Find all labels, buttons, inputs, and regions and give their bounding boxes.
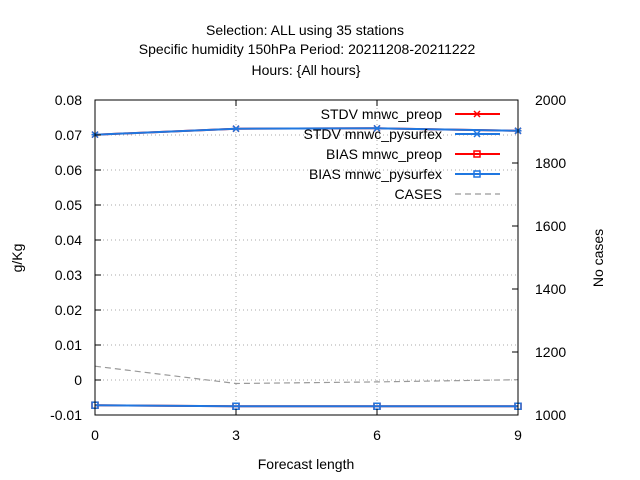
series bbox=[94, 365, 519, 385]
data-point-x-marker bbox=[473, 130, 481, 138]
y2-tick-label: 2000 bbox=[535, 92, 566, 108]
y-tick-label: 0 bbox=[74, 372, 82, 388]
title-line-3: Hours: {All hours} bbox=[252, 62, 361, 78]
y-axis-label: g/Kg bbox=[9, 244, 25, 273]
legend-entry: CASES bbox=[395, 186, 500, 202]
plot-series bbox=[91, 124, 522, 410]
y-tick-label: 0.07 bbox=[55, 127, 82, 143]
y-tick-label: 0.04 bbox=[55, 232, 82, 248]
y2-tick-label: 1200 bbox=[535, 344, 566, 360]
grid bbox=[95, 100, 518, 415]
x-axis-label: Forecast length bbox=[258, 456, 355, 472]
series bbox=[91, 401, 522, 410]
x-tick-label: 0 bbox=[91, 427, 99, 443]
y-tick-label: 0.08 bbox=[55, 92, 82, 108]
data-point-x-marker bbox=[473, 110, 481, 118]
y2-tick-label: 1000 bbox=[535, 407, 566, 423]
legend: STDV mnwc_preop STDV mnwc_pysurfex BIAS mn… bbox=[304, 106, 500, 202]
legend-label: STDV mnwc_pysurfex bbox=[304, 126, 442, 142]
plot-frame bbox=[94, 99, 519, 416]
x-tick-label: 3 bbox=[232, 427, 240, 443]
y2-tick-label: 1400 bbox=[535, 281, 566, 297]
data-point-x-marker bbox=[373, 124, 381, 132]
legend-label: CASES bbox=[395, 186, 442, 202]
title-line-2: Specific humidity 150hPa Period: 2021120… bbox=[139, 41, 476, 57]
legend-label: BIAS mnwc_pysurfex bbox=[309, 166, 442, 182]
legend-label: BIAS mnwc_preop bbox=[326, 146, 442, 162]
y-tick-label: 0.06 bbox=[55, 162, 82, 178]
series-line bbox=[94, 404, 518, 408]
y2-axis-label: No cases bbox=[590, 229, 606, 287]
chart-title: Selection: ALL using 35 stations Specifi… bbox=[139, 22, 476, 78]
y-tick-label: 0.01 bbox=[55, 337, 82, 353]
y2-tick-label: 1600 bbox=[535, 218, 566, 234]
y-tick-label: 0.02 bbox=[55, 302, 82, 318]
x-tick-label: 9 bbox=[514, 427, 522, 443]
legend-entry: STDV mnwc_preop bbox=[321, 106, 500, 122]
title-line-1: Selection: ALL using 35 stations bbox=[206, 22, 404, 38]
series-line bbox=[94, 365, 519, 385]
legend-entry: BIAS mnwc_pysurfex bbox=[309, 166, 500, 182]
axis-ticks: -0.01 0 0.01 0.02 0.03 0.04 0.05 0.06 0.07 0.08 0 3… bbox=[50, 92, 566, 443]
data-point-x-marker bbox=[232, 125, 240, 133]
legend-label: STDV mnwc_preop bbox=[321, 106, 443, 122]
x-tick-label: 6 bbox=[373, 427, 381, 443]
y-tick-label: 0.05 bbox=[55, 197, 82, 213]
data-point-square-marker bbox=[473, 170, 481, 178]
y-tick-label: 0.03 bbox=[55, 267, 82, 283]
y2-tick-label: 1800 bbox=[535, 155, 566, 171]
legend-entry: BIAS mnwc_preop bbox=[326, 146, 500, 162]
series-line bbox=[94, 127, 519, 136]
data-point-square-marker bbox=[473, 150, 481, 158]
y-tick-label: -0.01 bbox=[50, 407, 82, 423]
legend-entry: STDV mnwc_pysurfex bbox=[304, 126, 500, 142]
